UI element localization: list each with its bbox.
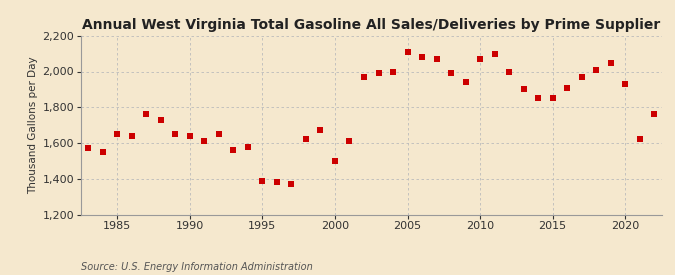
Point — [605, 60, 616, 65]
Point — [329, 159, 340, 163]
Point — [344, 139, 355, 144]
Point — [97, 150, 108, 154]
Point — [184, 134, 195, 138]
Point — [387, 69, 398, 74]
Point — [533, 96, 543, 101]
Point — [286, 182, 297, 186]
Point — [489, 51, 500, 56]
Point — [112, 132, 123, 136]
Point — [460, 80, 471, 84]
Point — [402, 50, 413, 54]
Point — [155, 118, 166, 122]
Point — [547, 96, 558, 101]
Point — [562, 86, 572, 90]
Point — [576, 75, 587, 79]
Point — [518, 87, 529, 92]
Point — [315, 128, 326, 133]
Point — [373, 71, 384, 76]
Y-axis label: Thousand Gallons per Day: Thousand Gallons per Day — [28, 56, 38, 194]
Point — [504, 69, 514, 74]
Point — [358, 75, 369, 79]
Point — [213, 132, 224, 136]
Point — [634, 137, 645, 142]
Point — [242, 144, 253, 149]
Point — [620, 82, 630, 86]
Point — [228, 148, 239, 152]
Point — [591, 68, 601, 72]
Point — [170, 132, 181, 136]
Title: Annual West Virginia Total Gasoline All Sales/Deliveries by Prime Supplier: Annual West Virginia Total Gasoline All … — [82, 18, 660, 32]
Point — [126, 134, 137, 138]
Point — [475, 57, 485, 61]
Point — [446, 71, 456, 76]
Point — [257, 178, 268, 183]
Point — [431, 57, 442, 61]
Point — [271, 180, 282, 185]
Point — [300, 137, 311, 142]
Point — [141, 112, 152, 117]
Point — [649, 112, 659, 117]
Point — [416, 55, 427, 59]
Text: Source: U.S. Energy Information Administration: Source: U.S. Energy Information Administ… — [81, 262, 313, 272]
Point — [83, 146, 94, 151]
Point — [199, 139, 210, 144]
